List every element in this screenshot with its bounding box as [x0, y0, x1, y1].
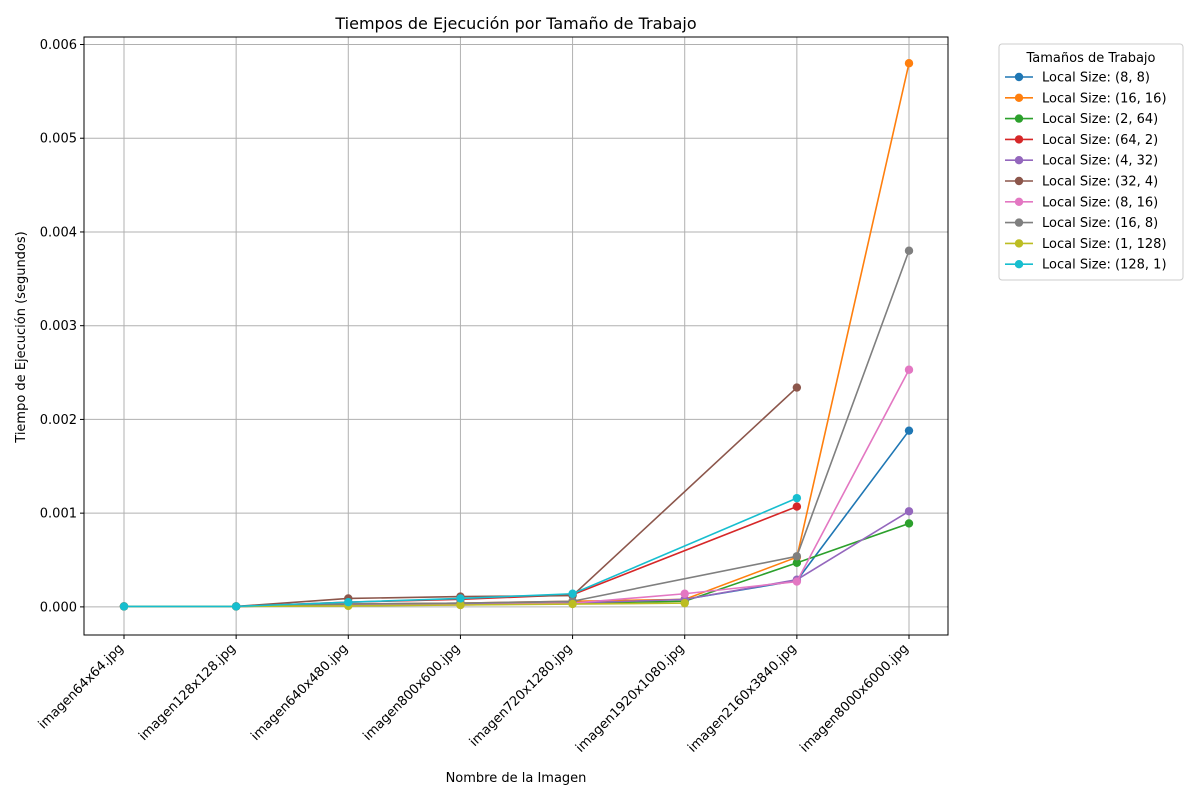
y-tick-label: 0.001	[40, 507, 77, 522]
legend-marker	[1014, 114, 1024, 123]
data-point	[904, 519, 914, 528]
grid	[84, 37, 948, 635]
x-tick-label: imagen640x480.jpg	[248, 641, 351, 744]
legend-label: Local Size: (1, 128)	[1042, 237, 1167, 252]
series-6	[119, 365, 914, 611]
data-point	[904, 365, 914, 374]
y-tick-label: 0.006	[40, 38, 77, 53]
data-point	[792, 558, 802, 568]
data-point	[456, 594, 465, 603]
legend-label: Local Size: (8, 8)	[1042, 71, 1150, 86]
legend-box	[998, 43, 1184, 281]
series-line	[124, 63, 910, 608]
data-point	[904, 59, 914, 68]
plot-frame	[83, 36, 949, 636]
series-line	[124, 522, 910, 608]
legend-entry: Local Size: (128, 1)	[1005, 258, 1167, 273]
axes: imagen64x64.jpg imagen128x128.jpg imagen64…	[36, 36, 949, 756]
legend-marker	[1014, 135, 1024, 144]
data-point	[792, 502, 802, 511]
legend-label: Local Size: (16, 8)	[1042, 216, 1158, 231]
legend-label: Local Size: (16, 16)	[1042, 91, 1167, 106]
legend-label: Local Size: (4, 32)	[1042, 154, 1158, 169]
legend-entry: Local Size: (16, 16)	[1005, 91, 1167, 106]
legend: Tamaños de Trabajo Local Size: (8, 8) Loca…	[998, 43, 1184, 281]
series-line	[124, 497, 798, 608]
data-point	[456, 600, 465, 610]
x-tick-label: imagen128x128.jpg	[136, 641, 239, 744]
data-point	[568, 599, 577, 609]
x-tick-label: imagen8000x6000.jpg	[797, 641, 911, 755]
data-point	[904, 507, 914, 516]
legend-marker	[1014, 239, 1024, 248]
y-tick-label: 0.004	[40, 225, 77, 240]
data-point	[568, 589, 577, 598]
legend-entry: Local Size: (64, 2)	[1005, 133, 1158, 148]
data-point	[680, 598, 689, 608]
y-axis-label: Tiempo de Ejecución (segundos)	[14, 231, 29, 443]
legend-label: Local Size: (128, 1)	[1042, 258, 1167, 273]
legend-marker	[1014, 93, 1024, 103]
y-tick-label: 0.000	[40, 600, 77, 615]
data-point	[792, 577, 802, 586]
y-tick-label: 0.005	[40, 132, 77, 147]
data-point	[792, 493, 802, 503]
data-point	[231, 602, 241, 611]
legend-entry: Local Size: (2, 64)	[1005, 112, 1158, 127]
series-line	[124, 369, 910, 608]
legend-label: Local Size: (32, 4)	[1042, 175, 1158, 190]
data-point	[792, 383, 802, 392]
legend-entry: Local Size: (32, 4)	[1005, 175, 1158, 190]
data-point	[904, 426, 914, 435]
legend-label: Local Size: (2, 64)	[1042, 112, 1158, 127]
y-tick-label: 0.003	[40, 319, 77, 334]
legend-title: Tamaños de Trabajo	[1026, 51, 1156, 66]
series-line	[124, 250, 910, 608]
legend-label: Local Size: (64, 2)	[1042, 133, 1158, 148]
legend-entry: Local Size: (16, 8)	[1005, 216, 1158, 231]
legend-marker	[1014, 176, 1024, 186]
chart-title: Tiempos de Ejecución por Tamaño de Traba…	[334, 14, 696, 33]
legend-marker	[1014, 156, 1024, 165]
legend-marker	[1014, 260, 1024, 269]
legend-entry: Local Size: (1, 128)	[1005, 237, 1167, 252]
series-group	[119, 59, 914, 611]
x-tick-label: imagen64x64.jpg	[36, 641, 127, 732]
legend-entry: Local Size: (8, 8)	[1005, 71, 1150, 86]
data-point	[680, 589, 689, 598]
legend-entry: Local Size: (4, 32)	[1005, 154, 1158, 169]
data-point	[792, 552, 802, 561]
data-point	[119, 602, 129, 611]
legend-entry: Local Size: (8, 16)	[1005, 195, 1158, 210]
x-tick-label: imagen800x600.jpg	[361, 641, 464, 744]
x-tick-label: imagen2160x3840.jpg	[685, 641, 799, 755]
x-axis-label: Nombre de la Imagen	[446, 771, 587, 786]
data-point	[344, 597, 353, 607]
legend-marker	[1014, 218, 1024, 227]
data-point	[904, 246, 914, 255]
series-7	[119, 246, 914, 611]
legend-marker	[1014, 72, 1024, 82]
y-tick-label: 0.002	[40, 413, 77, 428]
x-tick-label: imagen720x1280.jpg	[467, 641, 576, 750]
legend-label: Local Size: (8, 16)	[1042, 195, 1158, 210]
series-1	[119, 59, 914, 611]
series-9	[119, 493, 802, 611]
x-tick-label: imagen1920x1080.jpg	[573, 641, 687, 755]
legend-marker	[1014, 197, 1024, 206]
